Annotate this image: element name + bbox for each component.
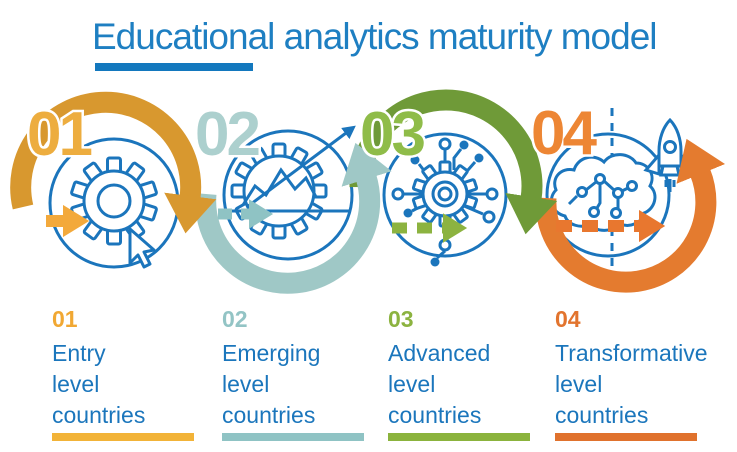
trend-line xyxy=(241,167,318,206)
cursor-icon xyxy=(128,227,156,269)
stage-1-number: 01 xyxy=(27,100,91,169)
stage-1-label-number: 01 xyxy=(52,306,78,332)
stage-3-label: 03 Advanced level countries xyxy=(388,306,548,446)
stage-label-line: level xyxy=(555,371,603,397)
stage-label-line: Transformative xyxy=(555,340,708,366)
stage-1-arc-arrow xyxy=(10,91,217,234)
stage-4-number: 04 xyxy=(531,99,597,168)
stage-label-line: Advanced xyxy=(388,340,491,366)
stage-1-underline-bar xyxy=(52,433,194,441)
stage-4-arc-arrow xyxy=(535,138,726,293)
brain-nodes xyxy=(576,173,638,219)
stage-4-underline-bar xyxy=(555,433,697,441)
stage-label-line: level xyxy=(388,371,436,397)
stage-2-label-number: 02 xyxy=(222,306,248,332)
stage-2-label: 02 Emerging level countries xyxy=(222,306,382,446)
gear-cursor-icon xyxy=(70,156,158,269)
stage-label-line: level xyxy=(222,371,270,397)
title-underline xyxy=(95,63,253,71)
stage-label-line: countries xyxy=(555,402,649,428)
stage-2-arc-arrow xyxy=(195,142,392,294)
stage-label-line: countries xyxy=(388,402,482,428)
stage-3-underline-bar xyxy=(388,433,530,441)
stage-label-line: countries xyxy=(222,402,316,428)
growth-arrow-icon xyxy=(246,125,356,209)
stage-3-number: 03 xyxy=(360,100,424,169)
stage-label-line: Entry xyxy=(52,340,106,366)
stage-1-label: 01 Entry level countries xyxy=(52,306,212,446)
stage-4-label-number: 04 xyxy=(555,306,581,332)
stage-label-line: Emerging xyxy=(222,340,321,366)
stage-2-underline-bar xyxy=(222,433,364,441)
network-nodes xyxy=(391,137,499,267)
stage-3-label-number: 03 xyxy=(388,306,414,332)
stage-2-circle xyxy=(222,129,354,261)
gear-network-icon xyxy=(391,137,499,267)
brain-rocket-icon xyxy=(549,108,697,283)
stage-2-number: 02 xyxy=(195,100,258,169)
stage-label-line: countries xyxy=(52,402,146,428)
stage-label-line: level xyxy=(52,371,100,397)
page-title: Educational analytics maturity model xyxy=(92,16,658,57)
stage-4-label: 04 Transformative level countries xyxy=(555,306,715,446)
stage-labels: 01 Entry level countries 02 Emerging lev… xyxy=(0,306,737,452)
